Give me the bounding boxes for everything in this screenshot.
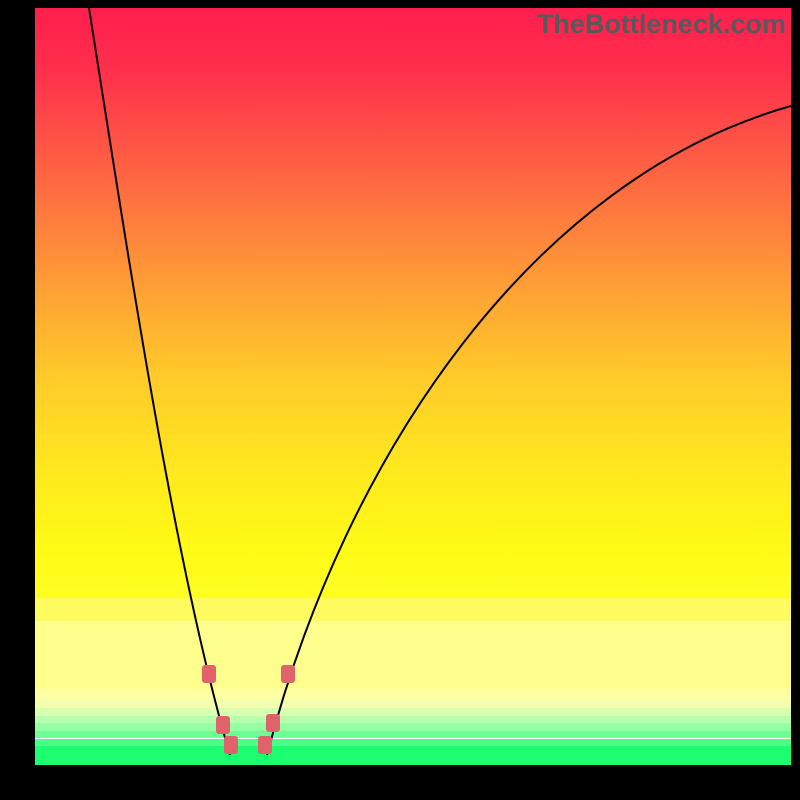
curve-segment xyxy=(89,8,230,755)
bottleneck-curves xyxy=(35,8,791,765)
border-right xyxy=(791,0,800,800)
watermark-text: TheBottleneck.com xyxy=(537,9,786,40)
data-marker xyxy=(281,665,295,683)
curve-segment xyxy=(267,106,791,755)
chart-frame: TheBottleneck.com xyxy=(0,0,800,800)
data-marker xyxy=(266,714,280,732)
data-marker xyxy=(224,736,238,754)
border-top xyxy=(0,0,800,8)
plot-area xyxy=(35,8,791,765)
data-marker xyxy=(216,716,230,734)
border-bottom xyxy=(0,765,800,800)
border-left xyxy=(0,0,35,800)
data-marker xyxy=(202,665,216,683)
data-marker xyxy=(258,736,272,754)
